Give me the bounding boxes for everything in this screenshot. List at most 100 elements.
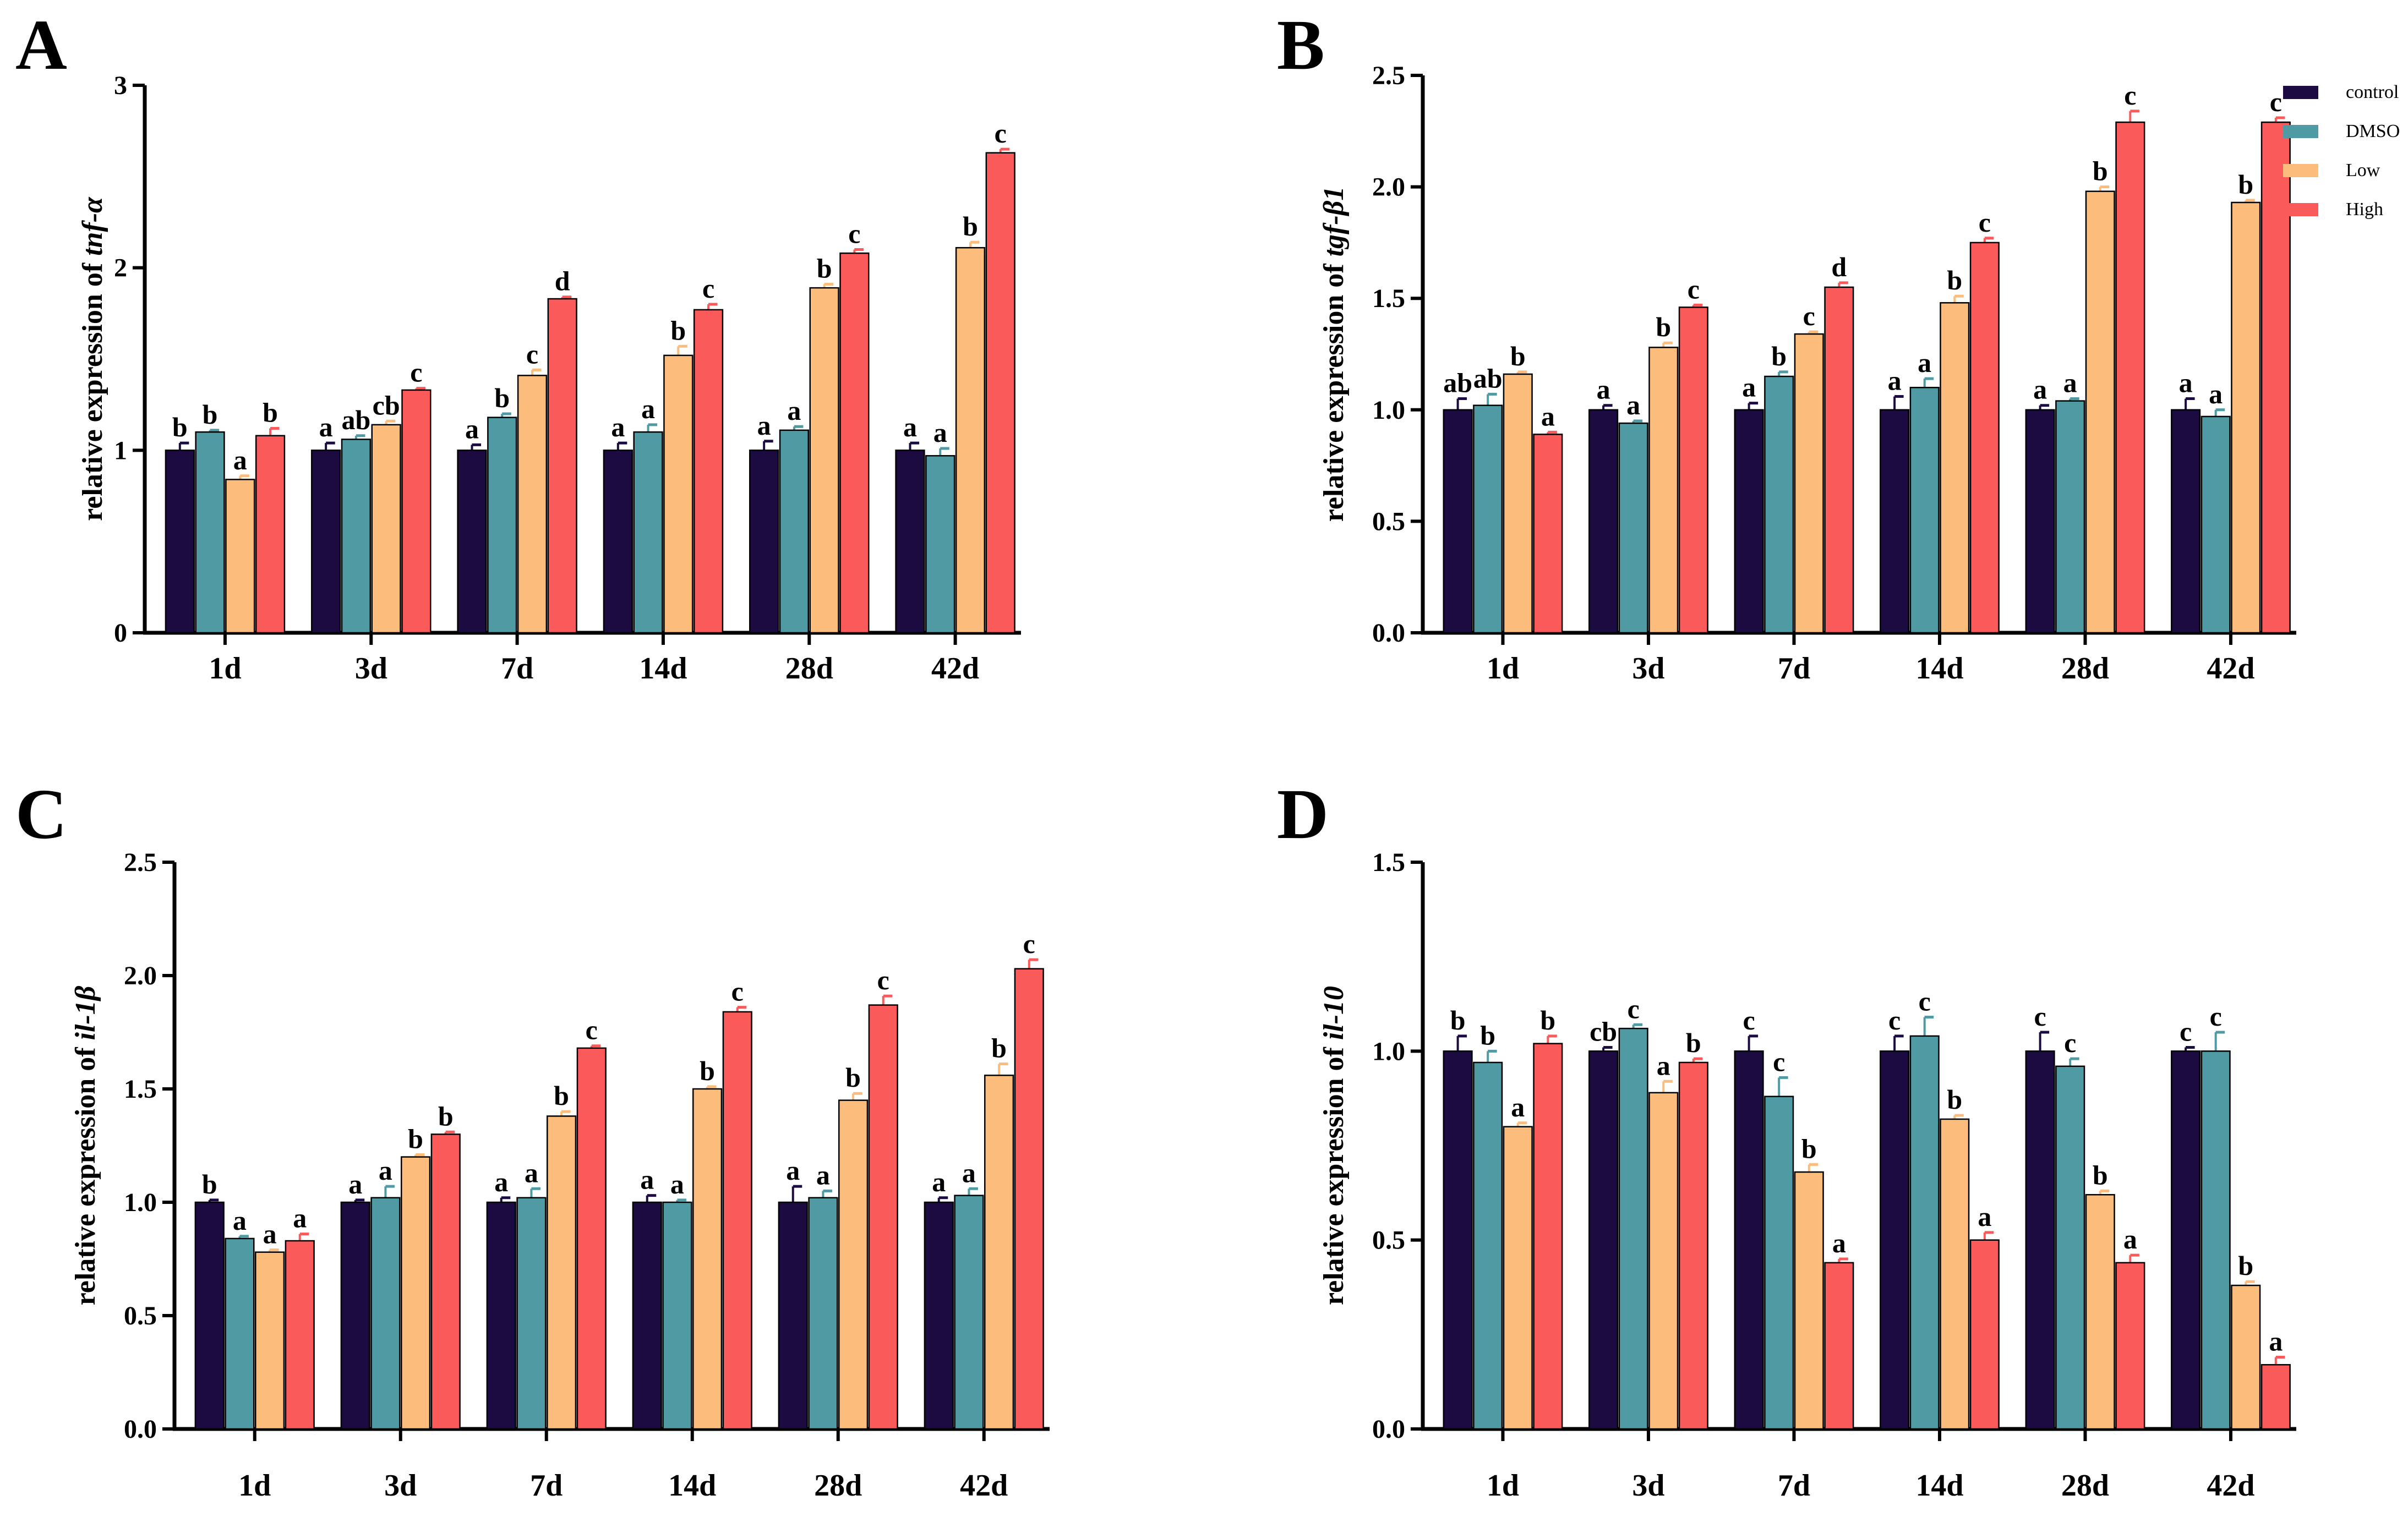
significance-letter: a — [1541, 401, 1555, 431]
bar-dmso — [954, 1195, 984, 1430]
significance-letter: b — [554, 1080, 569, 1111]
significance-letter: c — [2180, 1016, 2192, 1047]
significance-letter: a — [1742, 372, 1756, 403]
y-tick-label: 0 — [114, 618, 127, 648]
y-tick-label: 1.0 — [1372, 1037, 1405, 1066]
significance-letter: a — [233, 445, 247, 475]
significance-letter: a — [2063, 368, 2077, 398]
x-tick-label: 42d — [2207, 1469, 2254, 1503]
significance-letter: c — [1688, 273, 1700, 304]
bar-low — [955, 247, 986, 634]
significance-letter: a — [2179, 368, 2193, 398]
significance-letter: a — [319, 412, 333, 442]
panel-letter: A — [15, 6, 67, 85]
significance-letter: a — [2269, 1326, 2283, 1357]
y-axis-title: relative expression of il-1β — [70, 985, 101, 1305]
legend-label: High — [2346, 199, 2383, 220]
y-tick-label: 2 — [114, 254, 127, 283]
panel-letter: C — [15, 775, 67, 854]
y-axis-title-prefix: relative expression of — [1318, 1040, 1350, 1305]
significance-letter: b — [1540, 1005, 1555, 1036]
panel-c: C 0.0 0.5 1.0 1.5 2.0 2.5 relative expression o… — [15, 775, 1050, 1503]
bar-low — [663, 354, 694, 634]
significance-letter: b — [2093, 1159, 2108, 1190]
bar-low — [984, 1075, 1014, 1430]
bar-dmso — [341, 439, 372, 634]
bar-control — [194, 1201, 225, 1430]
bar-control — [603, 450, 633, 634]
y-tick-label: 1.5 — [1372, 284, 1405, 313]
significance-letter: a — [611, 412, 625, 442]
bar-control — [924, 1201, 954, 1430]
bar-dmso — [633, 431, 663, 634]
significance-letter: a — [379, 1155, 392, 1186]
significance-letter: c — [877, 965, 889, 995]
legend-label: Low — [2346, 160, 2380, 180]
y-axis-title-prefix: relative expression of — [1318, 256, 1350, 522]
y-tick-label: 0.5 — [1372, 1226, 1405, 1255]
bar-dmso — [487, 417, 517, 634]
x-tick-label: 7d — [501, 651, 533, 686]
bar-control — [778, 1201, 808, 1430]
bar-high — [255, 435, 286, 634]
bar-dmso — [1764, 375, 1794, 634]
legend: control DMSO Low High — [2283, 82, 2400, 220]
bar-low — [1794, 1171, 1824, 1430]
y-tick-label: 0.5 — [1372, 507, 1405, 536]
bar-high — [1678, 1061, 1708, 1430]
y-tick-label: 2.0 — [124, 961, 157, 990]
significance-letter: b — [203, 399, 218, 430]
significance-letter: a — [465, 413, 479, 444]
significance-letter: c — [2270, 86, 2282, 117]
significance-letter: ab — [1443, 368, 1472, 398]
bar-high — [868, 1004, 898, 1430]
bar-control — [1588, 409, 1619, 634]
significance-letter: c — [1743, 1005, 1755, 1036]
significance-letter: b — [1801, 1133, 1817, 1164]
bar-low — [2231, 201, 2261, 634]
bar-dmso — [2055, 400, 2085, 634]
y-tick-label: 2.0 — [1372, 173, 1405, 202]
bar-control — [457, 450, 487, 634]
significance-letter: c — [702, 273, 714, 304]
bar-dmso — [516, 1197, 547, 1430]
significance-letter: a — [1511, 1092, 1525, 1122]
bar-dmso — [779, 429, 810, 634]
significance-letter: c — [2034, 1001, 2046, 1032]
significance-letter: b — [1686, 1027, 1701, 1058]
bar-low — [401, 1156, 431, 1430]
significance-letter: b — [1771, 341, 1787, 371]
significance-letter: b — [2238, 169, 2253, 200]
bar-control — [1588, 1050, 1619, 1430]
bar-high — [547, 298, 577, 634]
bar-low — [547, 1115, 577, 1430]
significance-letter: b — [494, 382, 510, 413]
bar-high — [401, 389, 432, 634]
y-tick-label: 1 — [114, 436, 127, 465]
panel-b: B 0.0 0.5 1.0 1.5 2.0 2.5 relative expression o… — [1277, 6, 2296, 686]
x-tick-label: 1d — [238, 1469, 271, 1503]
significance-letter: c — [1979, 207, 1991, 238]
significance-letter: b — [408, 1123, 423, 1154]
significance-letter: c — [995, 118, 1007, 149]
bar-control — [1443, 1050, 1473, 1430]
x-tick-label: 1d — [209, 651, 241, 686]
y-tick-label: 1.5 — [1372, 848, 1405, 877]
x-tick-label: 28d — [2061, 651, 2109, 686]
bar-low — [1648, 1092, 1679, 1430]
y-axis-title-gene: il-1β — [70, 985, 101, 1040]
bar-low — [838, 1099, 869, 1430]
significance-letter: b — [963, 211, 978, 242]
x-tick-label: 1d — [1487, 1469, 1519, 1503]
significance-letter: b — [2093, 156, 2108, 187]
significance-letter: a — [348, 1169, 362, 1200]
bar-high — [2260, 121, 2291, 634]
significance-letter: b — [1450, 1005, 1466, 1036]
significance-letter: a — [1597, 374, 1610, 405]
significance-letter: c — [586, 1015, 598, 1045]
significance-letter: a — [2209, 379, 2223, 409]
x-tick-label: 42d — [960, 1469, 1008, 1503]
x-tick-label: 14d — [1915, 651, 1963, 686]
bar-low — [1794, 333, 1824, 634]
